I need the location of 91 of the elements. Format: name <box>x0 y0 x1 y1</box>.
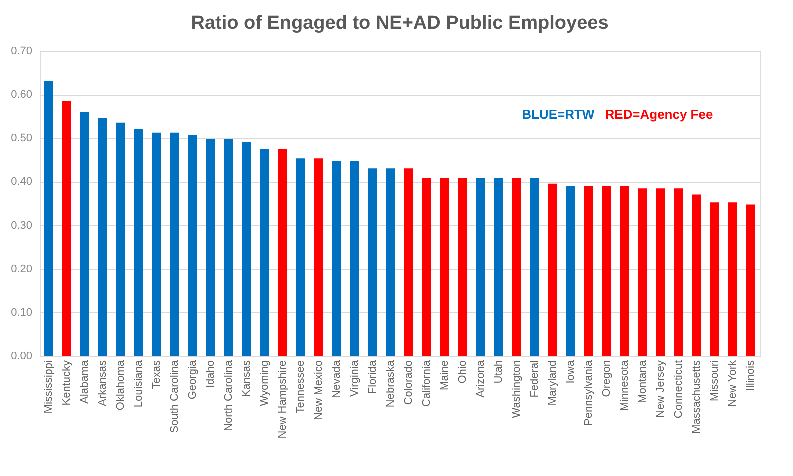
x-tick-label: Arizona <box>475 360 487 398</box>
x-tick-label: Arkansas <box>97 360 109 406</box>
x-tick-label: Pennsylvania <box>583 360 595 426</box>
bar <box>296 158 306 356</box>
bar <box>530 178 540 356</box>
bar <box>80 112 90 356</box>
bar <box>440 178 450 356</box>
x-tick-label: Washington <box>511 360 523 418</box>
x-tick-label: Nevada <box>331 360 343 398</box>
bar <box>728 202 738 356</box>
x-tick-label: New Jersey <box>655 360 667 418</box>
x-tick-label: Wyoming <box>259 360 271 406</box>
x-tick-label: California <box>421 360 433 407</box>
bar <box>638 188 648 356</box>
x-tick-label: North Carolina <box>223 360 235 432</box>
x-tick-label: Georgia <box>187 360 199 400</box>
x-tick-label: Federal <box>529 360 541 398</box>
bar <box>62 101 72 356</box>
annotation: BLUE=RTW <box>522 107 596 122</box>
bar <box>386 168 396 356</box>
bar <box>134 129 144 356</box>
x-tick-label: New Hampshire <box>277 360 289 439</box>
bar <box>404 168 414 356</box>
x-tick-label: Ohio <box>457 360 469 384</box>
x-tick-label: New York <box>727 360 739 407</box>
x-tick-label: Oregon <box>601 360 613 398</box>
bar <box>152 132 162 356</box>
bar <box>242 142 252 356</box>
bar <box>746 204 756 356</box>
y-tick-label: 0.30 <box>11 220 32 232</box>
bar <box>494 178 504 356</box>
bar <box>350 161 360 356</box>
x-tick-label: Texas <box>151 360 163 390</box>
x-tick-label: Maine <box>439 360 451 390</box>
bar <box>314 158 324 356</box>
y-tick-label: 0.00 <box>11 350 32 362</box>
bar <box>278 149 288 356</box>
x-tick-label: Kentucky <box>61 360 73 406</box>
bar <box>332 161 342 356</box>
y-tick-label: 0.20 <box>11 263 32 276</box>
bar <box>98 118 108 356</box>
x-tick-label: South Carolina <box>169 360 181 434</box>
bar <box>674 188 684 356</box>
x-tick-label: Alabama <box>79 360 91 404</box>
x-tick-label: Louisiana <box>133 360 145 408</box>
x-tick-label: Connecticut <box>673 360 685 419</box>
annotation: RED=Agency Fee <box>605 107 714 122</box>
x-tick-label: Montana <box>637 360 649 404</box>
x-tick-label: Colorado <box>403 360 415 406</box>
x-tick-label: Virginia <box>349 360 361 397</box>
bar <box>584 186 594 356</box>
x-tick-label: Oklahoma <box>115 360 127 411</box>
bar <box>656 188 666 356</box>
bar <box>566 186 576 356</box>
x-tick-label: New Mexico <box>313 360 325 420</box>
y-tick-label: 0.60 <box>11 89 32 102</box>
bar <box>512 178 522 356</box>
chart-title: Ratio of Engaged to NE+AD Public Employees <box>191 13 609 34</box>
bar <box>458 178 468 356</box>
bar <box>692 194 702 356</box>
bar <box>260 149 270 356</box>
x-tick-label: Minnesota <box>619 360 631 412</box>
bar <box>116 122 126 356</box>
x-tick-label: Missouri <box>709 360 721 402</box>
x-tick-label: Massachusetts <box>691 360 703 434</box>
x-tick-label: Tennessee <box>295 360 307 414</box>
bar <box>422 178 432 356</box>
bar <box>44 82 54 356</box>
bar <box>368 168 378 356</box>
bar <box>620 186 630 356</box>
x-tick-label: Maryland <box>547 360 559 406</box>
y-tick-label: 0.40 <box>11 176 32 188</box>
bar <box>170 132 180 356</box>
y-tick-label: 0.50 <box>11 132 32 145</box>
x-tick-label: Utah <box>493 360 505 384</box>
bar <box>206 139 216 356</box>
bar <box>710 202 720 356</box>
y-tick-label: 0.10 <box>11 306 32 319</box>
bar <box>188 136 198 356</box>
bar <box>548 184 558 356</box>
x-tick-label: Florida <box>367 360 379 394</box>
bar <box>476 178 486 356</box>
x-tick-label: Nebraska <box>385 360 397 408</box>
x-tick-label: Idaho <box>205 360 217 388</box>
x-tick-label: Iowa <box>565 360 577 384</box>
bar <box>224 139 234 356</box>
x-tick-label: Illinois <box>745 360 757 392</box>
y-tick-label: 0.70 <box>11 46 32 58</box>
bar <box>602 186 612 356</box>
x-tick-label: Kansas <box>241 360 253 398</box>
x-tick-label: Mississippi <box>43 360 55 414</box>
